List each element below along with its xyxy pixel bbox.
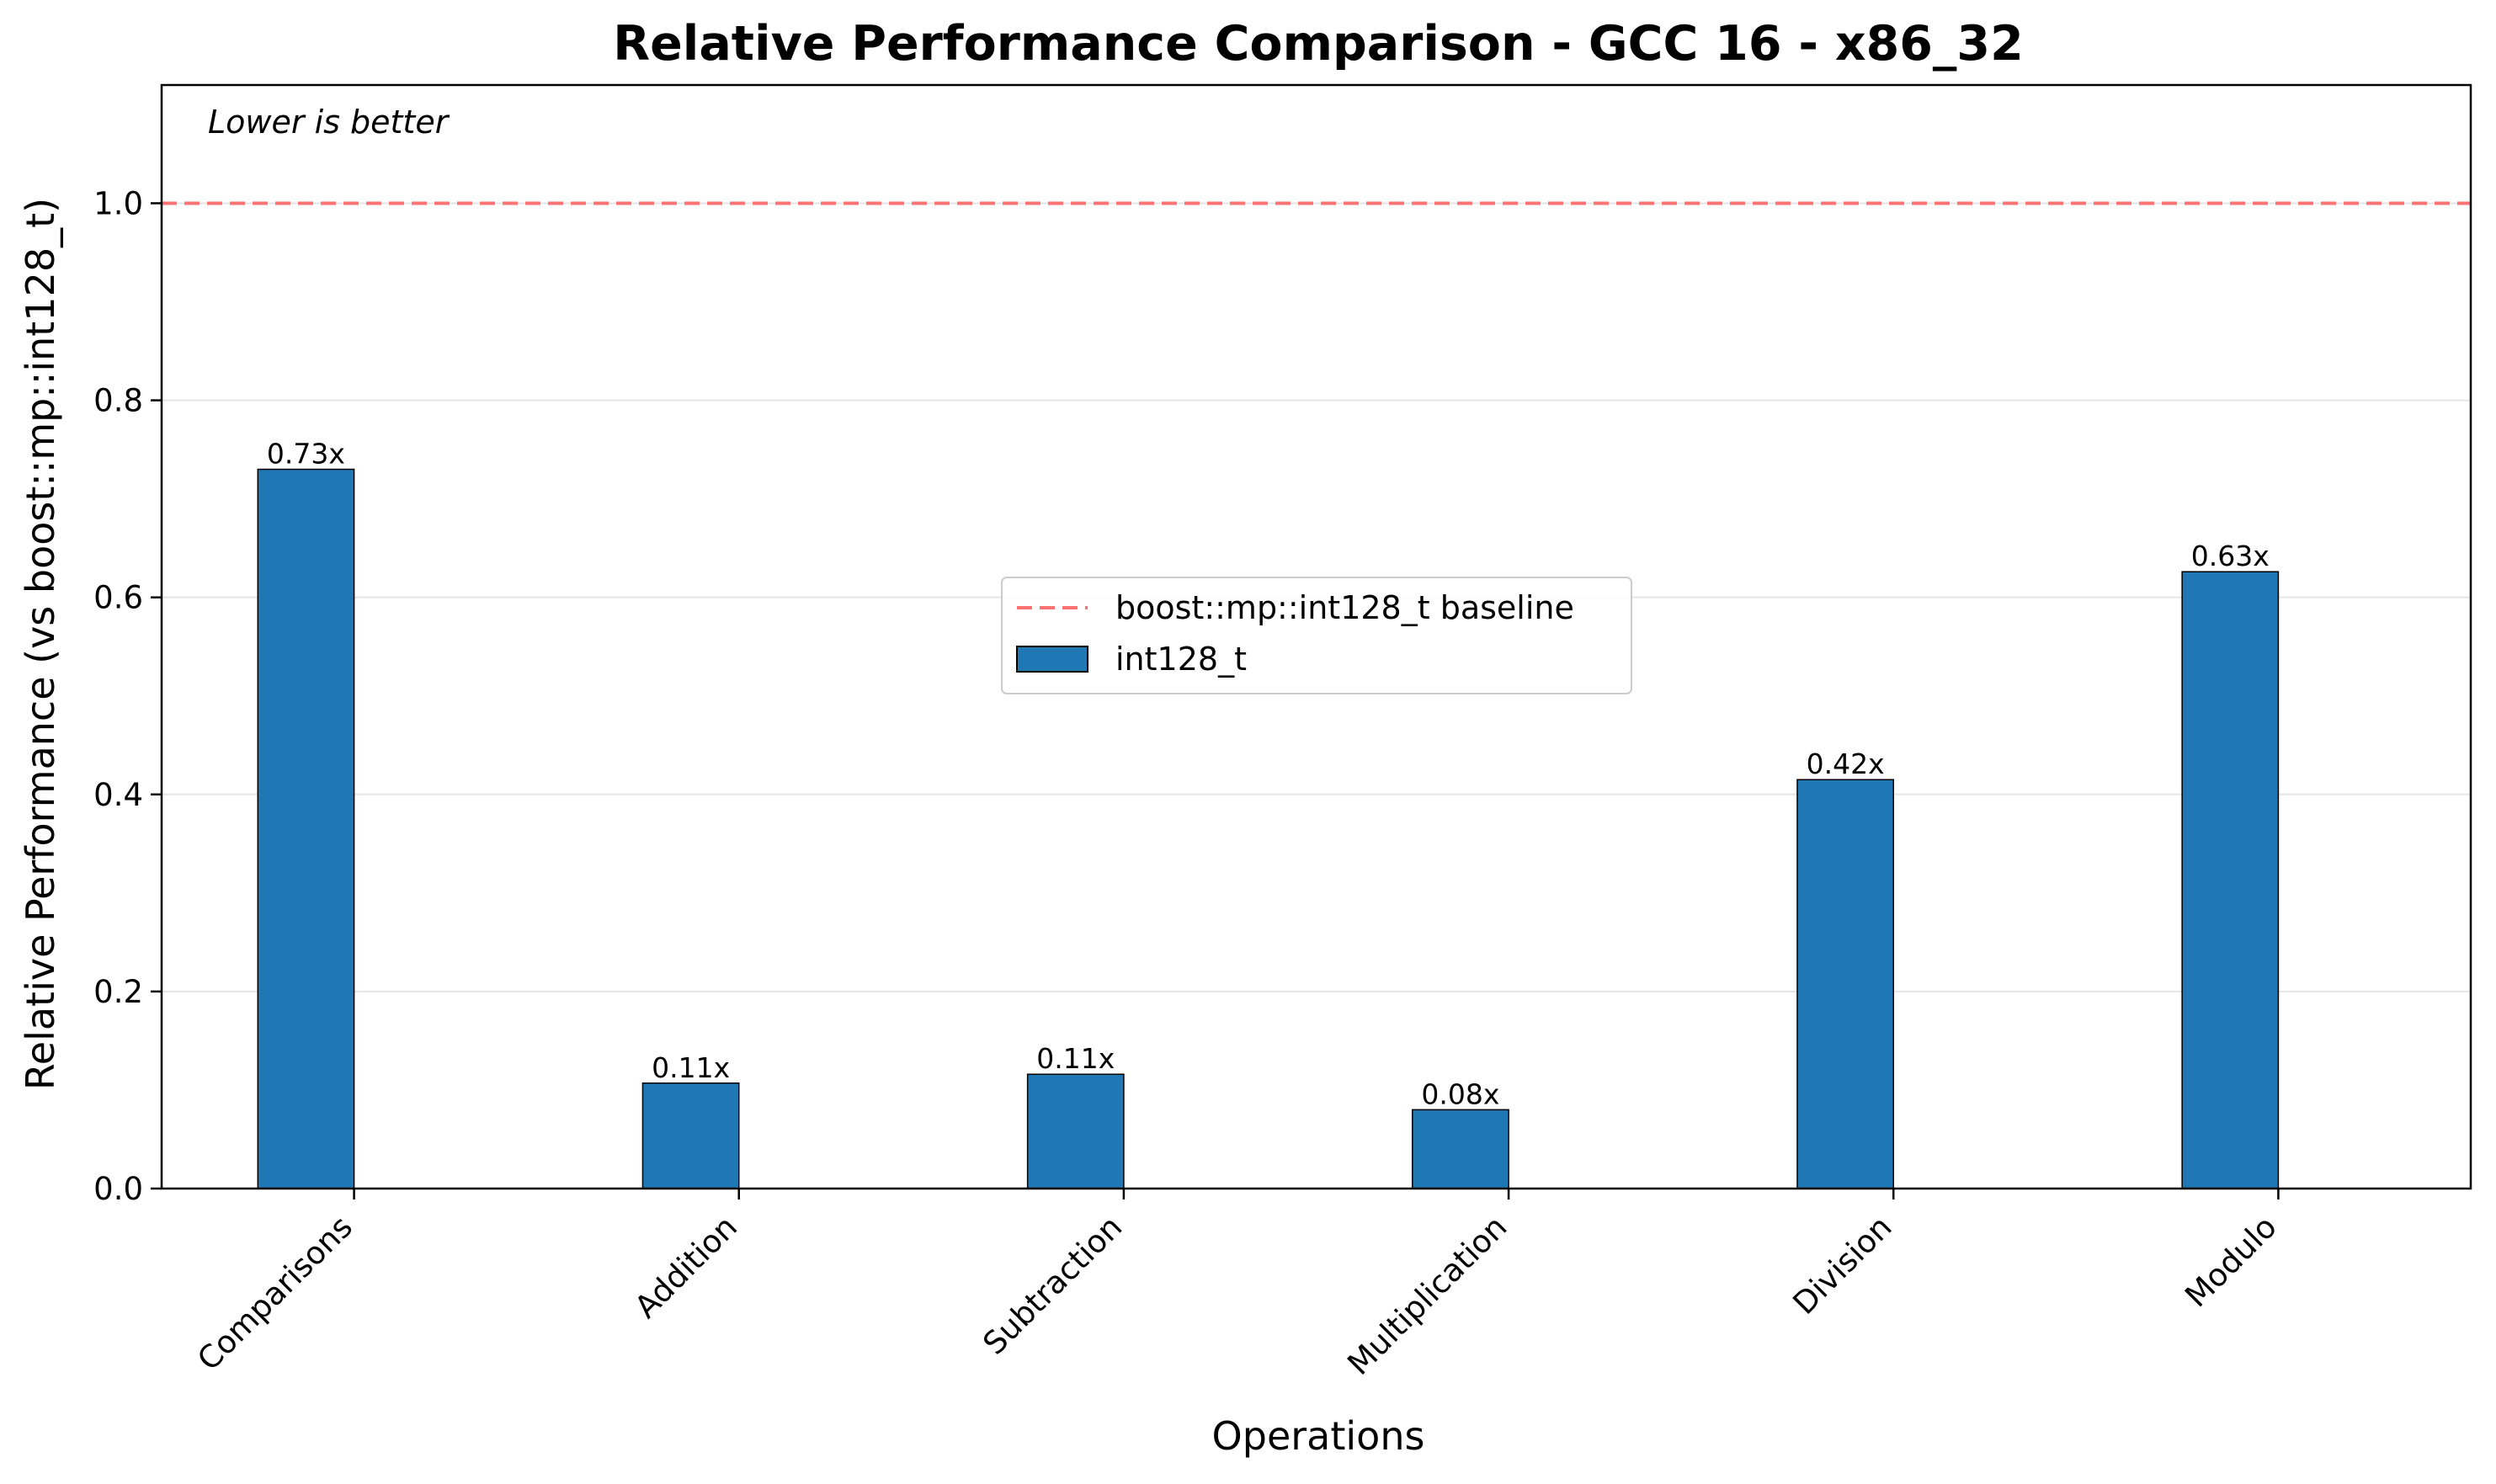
legend-box [1001, 577, 1632, 694]
plot-frame [160, 83, 2472, 1190]
legend: boost::mp::int128_t baseline int128_t [1001, 577, 1632, 694]
legend-int128-label: int128_t [1115, 641, 1247, 678]
bar-value-label: 0.63x [2191, 540, 2270, 572]
bar-value-label: 0.11x [1036, 1042, 1115, 1075]
x-axis-label: Operations [1212, 1413, 1425, 1459]
bar-division [1796, 779, 1894, 1189]
bar-multiplication [1412, 1109, 1509, 1189]
bar-series-int128-t: 0.73x 0.11x 0.11x 0.08x 0.42x 0.63x [257, 438, 2280, 1189]
y-tick-label: 0.0 [93, 1171, 143, 1207]
bar-modulo [2181, 571, 2280, 1189]
bar-subtraction [1026, 1073, 1125, 1189]
bar-value-label: 0.11x [652, 1051, 730, 1084]
bar-comparisons [257, 468, 355, 1189]
y-tick-label: 0.8 [93, 383, 143, 419]
bar-addition [641, 1082, 740, 1189]
y-tick-label: 0.2 [93, 974, 143, 1010]
bar-value-label: 0.42x [1807, 747, 1885, 780]
legend-int128-swatch [1016, 646, 1088, 673]
bar-value-label: 0.73x [267, 438, 345, 471]
y-axis-label: Relative Performance (vs boost::mp::int1… [18, 198, 63, 1090]
legend-baseline-label: boost::mp::int128_t baseline [1115, 589, 1574, 626]
y-axis: 0.0 0.2 0.4 0.6 0.8 1.0 [93, 185, 162, 1207]
chart-title: Relative Performance Comparison - GCC 16… [613, 16, 2024, 72]
lower-is-better-note: Lower is better [208, 104, 450, 141]
bar-value-label: 0.08x [1421, 1077, 1499, 1110]
y-tick-label: 1.0 [93, 185, 143, 221]
y-tick-label: 0.4 [93, 777, 143, 813]
y-tick-label: 0.6 [93, 580, 143, 616]
